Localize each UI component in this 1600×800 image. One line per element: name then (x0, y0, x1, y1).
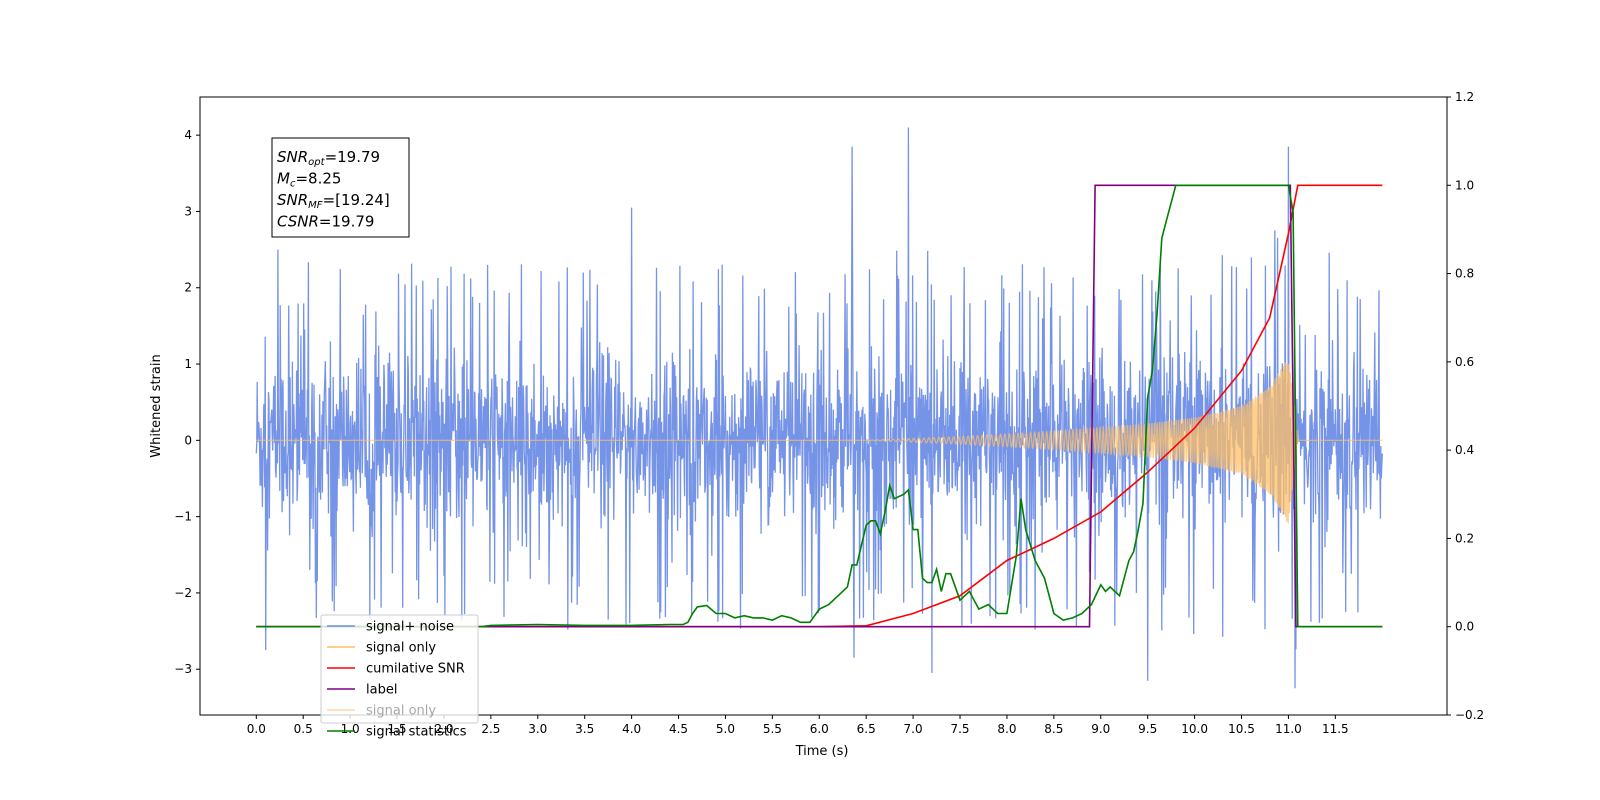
x-tick-label: 9.0 (1091, 722, 1110, 736)
y-axis-left-ticks: −3 −2 −1 0 1 2 3 4 (174, 128, 200, 676)
y-left-tick-label: 2 (184, 281, 192, 295)
x-tick-label: 11.5 (1322, 722, 1349, 736)
legend-frame (320, 614, 479, 724)
x-tick-label: 5.5 (763, 722, 782, 736)
y-axis-right-ticks: −0.2 0.0 0.2 0.4 0.6 0.8 1.0 1.2 (1447, 90, 1484, 722)
series-cumulative-snr (256, 184, 1383, 628)
legend-label: cumilative SNR (366, 662, 465, 677)
x-tick-label: 1.5 (387, 722, 406, 736)
series-signal-statistics (256, 184, 1383, 628)
y-right-tick-label: 1.0 (1455, 178, 1474, 192)
y-right-tick-label: 0.4 (1455, 443, 1474, 457)
y-right-tick-label: 0.2 (1455, 531, 1474, 545)
x-tick-label: 2.5 (481, 722, 500, 736)
annotation-frame (271, 137, 410, 238)
legend-label: label (366, 683, 397, 698)
legend-label: signal only (366, 641, 436, 656)
x-tick-label: 7.0 (904, 722, 923, 736)
legend-label: signal+ noise (366, 620, 454, 635)
x-tick-label: 6.0 (810, 722, 829, 736)
x-tick-label: 9.5 (1138, 722, 1157, 736)
annotation-line: Mc=8.25 (277, 170, 341, 190)
x-tick-label: 2.0 (434, 722, 453, 736)
series-signal-only (256, 362, 1383, 524)
x-tick-label: 8.5 (1044, 722, 1063, 736)
y-left-tick-label: 0 (184, 433, 192, 447)
legend-label: signal statistics (366, 725, 467, 740)
y-right-tick-label: 0.8 (1455, 267, 1474, 281)
y-left-tick-label: −3 (174, 662, 192, 676)
x-tick-label: 1.0 (341, 722, 360, 736)
y-axis-label: Whitened strain (149, 354, 164, 457)
plot-frame (199, 96, 1448, 716)
x-tick-label: 5.0 (716, 722, 735, 736)
y-left-tick-label: 3 (184, 204, 192, 218)
x-tick-label: 7.5 (950, 722, 969, 736)
y-right-tick-label: 1.2 (1455, 90, 1474, 104)
annotation-line: SNRopt=19.79 (277, 148, 380, 168)
x-tick-label: 0.0 (247, 722, 266, 736)
y-left-tick-label: −1 (174, 510, 192, 524)
y-right-tick-label: 0.0 (1455, 620, 1474, 634)
x-tick-label: 3.0 (528, 722, 547, 736)
legend-label: signal only (366, 704, 436, 719)
x-axis-ticks: 0.0 0.5 1.0 1.5 2.0 2.5 3.0 3.5 4.0 4.5 5.0 5.5 6.0 6… (247, 715, 1349, 736)
legend: signal+ noise signal only cumilative SNR la… (320, 614, 479, 740)
y-left-tick-label: −2 (174, 586, 192, 600)
annotation-line: CSNR=19.79 (277, 213, 374, 231)
x-tick-label: 10.5 (1228, 722, 1255, 736)
x-tick-label: 4.0 (622, 722, 641, 736)
x-tick-label: 6.5 (857, 722, 876, 736)
plot-clip-region (255, 127, 1383, 689)
x-tick-label: 11.0 (1275, 722, 1302, 736)
x-tick-label: 8.0 (997, 722, 1016, 736)
series-layer (255, 127, 1383, 689)
annotation-line: SNRMF=[19.24] (277, 191, 390, 211)
y-right-tick-label: −0.2 (1455, 708, 1484, 722)
x-tick-label: 10.0 (1181, 722, 1208, 736)
y-right-tick-label: 0.6 (1455, 355, 1474, 369)
legend-items: signal+ noise signal only cumilative SNR la… (327, 620, 467, 740)
x-axis-label: Time (s) (795, 744, 849, 759)
x-tick-label: 4.5 (669, 722, 688, 736)
y-left-tick-label: 1 (184, 357, 192, 371)
x-tick-label: 0.5 (294, 722, 313, 736)
series-signal-noise (255, 127, 1383, 689)
x-tick-label: 3.5 (575, 722, 594, 736)
y-left-tick-label: 4 (184, 128, 192, 142)
